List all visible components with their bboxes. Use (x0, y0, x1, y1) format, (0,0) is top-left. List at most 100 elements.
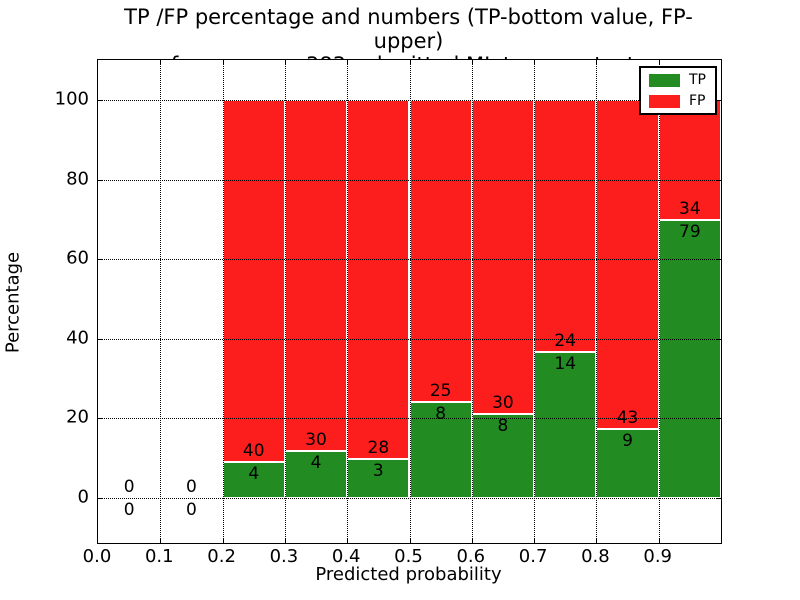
tp-count-label: 79 (679, 221, 701, 242)
legend: TP FP (639, 66, 717, 115)
y-tick-mark-right (716, 498, 721, 500)
gridline-vertical (284, 60, 286, 543)
fp-bar-segment (284, 100, 348, 452)
gridline-vertical (160, 60, 162, 543)
y-tick-mark-right (716, 259, 721, 261)
x-tick-label: 0.9 (643, 546, 673, 567)
y-tick-label: 0 (77, 486, 89, 508)
gridline-vertical (471, 60, 473, 543)
y-tick-mark-right (716, 338, 721, 340)
y-tick-mark-left (98, 498, 103, 500)
y-tick-mark-right (716, 179, 721, 181)
fp-count-label: 30 (305, 430, 327, 451)
fp-count-label: 28 (367, 438, 390, 459)
x-tick-label: 0.3 (269, 546, 299, 567)
y-axis-label: Percentage (2, 251, 24, 354)
y-tick-label: 80 (66, 168, 89, 190)
x-tick-label: 0.0 (82, 546, 112, 567)
fp-count-label: 30 (492, 393, 514, 414)
tp-count-label: 9 (622, 431, 633, 452)
fp-bar-segment (347, 100, 410, 460)
x-tick-mark-top (534, 60, 536, 65)
gridline-vertical (596, 60, 598, 543)
x-tick-label: 0.1 (144, 546, 174, 567)
gridline-vertical (534, 60, 536, 543)
y-tick-mark-left (98, 418, 103, 420)
fp-count-label: 25 (429, 380, 452, 401)
tp-count-label: 14 (554, 353, 577, 374)
tp-count-label: 4 (310, 453, 322, 474)
tp-legend-swatch (649, 73, 680, 87)
fp-legend-label: FP (689, 93, 706, 109)
tp-count-label: 4 (248, 463, 260, 484)
legend-entry-tp: TP (649, 73, 706, 87)
fp-bar-segment (409, 100, 472, 402)
x-tick-label: 0.6 (456, 546, 486, 567)
fp-bar-segment (222, 100, 285, 462)
chart-title-line1: TP /FP percentage and numbers (TP-bottom… (124, 5, 693, 53)
fp-bar-segment (658, 100, 721, 220)
tp-count-label: 8 (435, 403, 447, 424)
tp-count-label: 0 (186, 500, 197, 521)
gridline-vertical (658, 60, 660, 543)
y-tick-mark-left (98, 100, 103, 102)
x-tick-label: 0.4 (331, 546, 361, 567)
x-tick-mark-bottom (347, 538, 349, 543)
fp-count-label: 43 (616, 408, 639, 429)
tp-bar-segment (284, 451, 348, 499)
x-tick-mark-top (658, 60, 660, 65)
x-tick-mark-top (409, 60, 411, 65)
fp-count-label: 40 (242, 440, 265, 461)
gridline-vertical (409, 60, 411, 543)
gridline-vertical (347, 60, 349, 543)
x-tick-label: 0.2 (207, 546, 236, 567)
tp-bar-segment (471, 414, 535, 499)
y-tick-mark-left (98, 338, 103, 340)
x-tick-mark-bottom (222, 538, 224, 543)
fp-bar-segment (471, 100, 535, 415)
x-tick-mark-top (222, 60, 224, 65)
x-tick-mark-bottom (658, 538, 660, 543)
y-tick-label: 20 (66, 406, 89, 428)
x-tick-label: 0.5 (394, 546, 423, 567)
y-tick-label: 40 (66, 327, 89, 349)
x-tick-label: 0.8 (581, 546, 610, 567)
y-tick-label: 60 (66, 247, 89, 269)
tp-legend-label: TP (689, 72, 706, 88)
x-tick-mark-bottom (160, 538, 162, 543)
y-tick-label: 100 (54, 88, 89, 110)
plot-area: 0 0 0 0 40 4 30 4 28 3 25 8 30 8 24 14 43 9 34 79 TP FP (97, 59, 722, 544)
tp-bar-segment (658, 219, 721, 499)
tp-count-label: 3 (372, 461, 384, 482)
x-tick-mark-bottom (409, 538, 411, 543)
x-tick-mark-bottom (471, 538, 473, 543)
fp-count-label: 24 (554, 330, 577, 351)
x-tick-mark-bottom (284, 538, 286, 543)
tp-bar-segment (534, 351, 597, 499)
x-tick-mark-top (596, 60, 598, 65)
x-tick-mark-top (471, 60, 473, 65)
x-tick-mark-top (160, 60, 162, 65)
y-tick-mark-right (716, 100, 721, 102)
y-tick-mark-right (716, 418, 721, 420)
fp-bar-segment (596, 100, 659, 430)
fp-bar-segment (534, 100, 597, 352)
x-tick-mark-bottom (596, 538, 598, 543)
fp-legend-swatch (649, 94, 680, 108)
fp-count-label: 0 (186, 477, 197, 498)
x-tick-mark-bottom (534, 538, 536, 543)
fp-count-label: 0 (123, 477, 135, 498)
x-tick-label: 0.7 (518, 546, 548, 567)
fp-count-label: 34 (679, 198, 701, 219)
x-axis-label: Predicted probability (315, 564, 502, 585)
tp-count-label: 8 (497, 416, 509, 437)
tp-bar-segment (347, 459, 410, 499)
gridline-vertical (222, 60, 224, 543)
y-tick-mark-left (98, 179, 103, 181)
tp-count-label: 0 (123, 500, 135, 521)
legend-entry-fp: FP (649, 94, 706, 108)
x-tick-mark-top (284, 60, 286, 65)
x-tick-mark-top (347, 60, 349, 65)
tp-bar-segment (409, 401, 472, 499)
